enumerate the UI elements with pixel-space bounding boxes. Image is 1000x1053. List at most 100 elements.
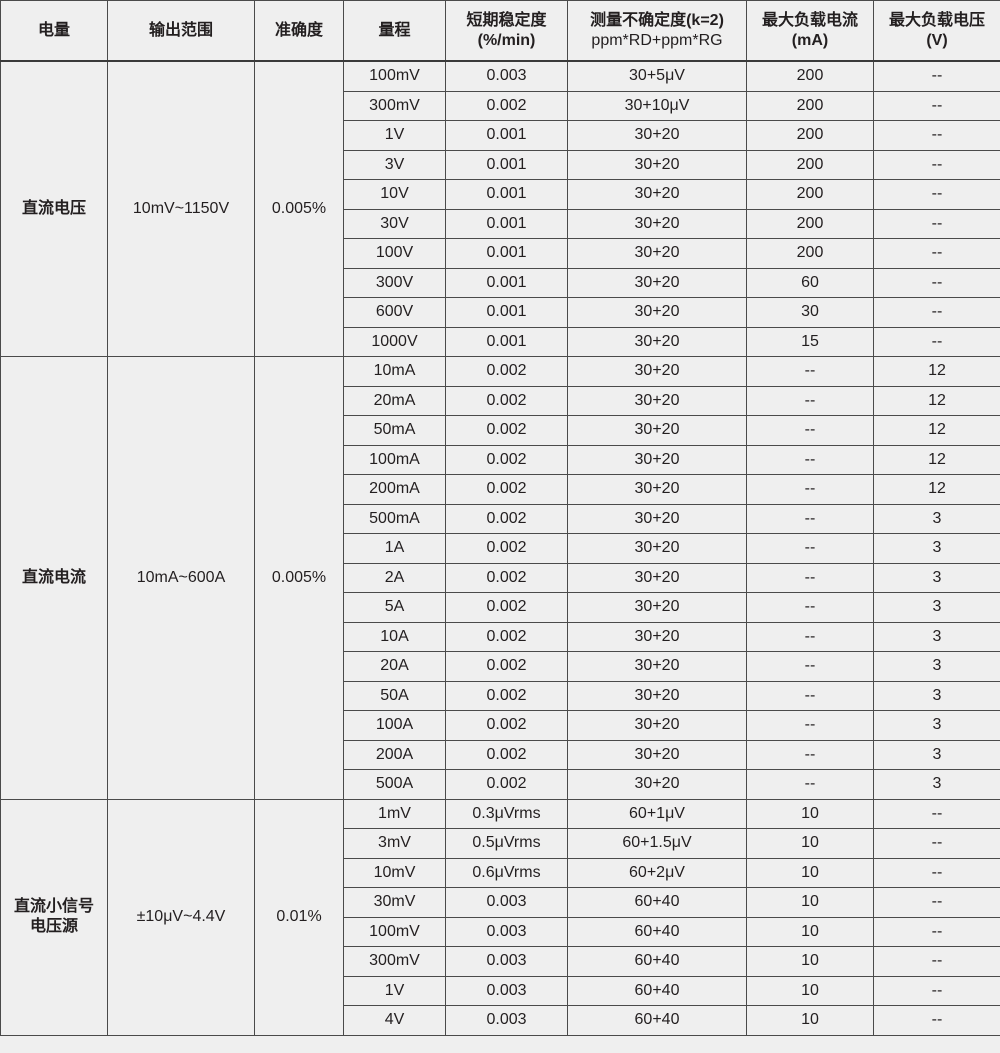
uncertainty-cell: 60+40 <box>567 1005 747 1036</box>
stability-cell: 0.001 <box>445 208 568 239</box>
accuracy-cell: 0.01% <box>254 798 344 1036</box>
range-cell: 3V <box>343 149 446 180</box>
stability-cell: 0.002 <box>445 503 568 534</box>
max-current-cell: 60 <box>746 267 874 298</box>
stability-cell: 0.002 <box>445 385 568 416</box>
quantity-cell: 直流电流 <box>0 356 108 800</box>
stability-cell: 0.003 <box>445 916 568 947</box>
range-cell: 600V <box>343 297 446 328</box>
uncertainty-cell: 30+20 <box>567 533 747 564</box>
range-cell: 10mA <box>343 356 446 387</box>
range-cell: 30V <box>343 208 446 239</box>
table-row: 20A 0.002 30+20 -- 3 <box>1 651 1000 682</box>
max-current-cell: 200 <box>746 60 874 92</box>
max-current-cell: 10 <box>746 946 874 977</box>
range-cell: 1V <box>343 975 446 1006</box>
max-current-cell: -- <box>746 651 874 682</box>
uncertainty-cell: 30+10μV <box>567 90 747 121</box>
max-current-cell: -- <box>746 415 874 446</box>
header-unit: (mA) <box>791 31 829 49</box>
range-cell: 10A <box>343 621 446 652</box>
max-current-cell: 200 <box>746 208 874 239</box>
header-max-current: 最大负载电流 (mA) <box>746 0 874 62</box>
header-stability: 短期稳定度 (%/min) <box>445 0 568 62</box>
max-voltage-cell: -- <box>873 975 1000 1006</box>
uncertainty-cell: 30+20 <box>567 238 747 269</box>
stability-cell: 0.002 <box>445 415 568 446</box>
max-voltage-cell: -- <box>873 946 1000 977</box>
header-label: 准确度 <box>274 21 323 39</box>
range-cell: 4V <box>343 1005 446 1036</box>
table-row: 直流小信号 电压源 ±10μV~4.4V 0.01% 1mV 0.3μVrms 60+1μV… <box>0 798 1000 1036</box>
max-current-cell: 10 <box>746 916 874 947</box>
table-row: 1V 0.001 30+20 200 -- <box>1 120 1000 151</box>
quantity-label: 直流电流 <box>21 568 86 586</box>
header-unit: (%/min) <box>477 31 536 49</box>
stability-cell: 0.001 <box>445 297 568 328</box>
stability-cell: 0.002 <box>445 680 568 711</box>
uncertainty-cell: 60+40 <box>567 887 747 918</box>
max-voltage-cell: -- <box>873 857 1000 888</box>
table-row: 500A 0.002 30+20 -- 3 <box>1 769 1000 800</box>
uncertainty-cell: 60+40 <box>567 916 747 947</box>
stability-cell: 0.001 <box>445 326 568 357</box>
stability-cell: 0.003 <box>445 887 568 918</box>
max-voltage-cell: 3 <box>873 621 1000 652</box>
table-row: 100A 0.002 30+20 -- 3 <box>1 710 1000 741</box>
range-cell: 300mV <box>343 946 446 977</box>
range-cell: 50A <box>343 680 446 711</box>
uncertainty-cell: 30+20 <box>567 444 747 475</box>
max-current-cell: 200 <box>746 149 874 180</box>
max-voltage-cell: 12 <box>873 385 1000 416</box>
max-voltage-cell: -- <box>873 297 1000 328</box>
table-row: 3mV 0.5μVrms 60+1.5μV 10 -- <box>1 828 1000 859</box>
stability-cell: 0.002 <box>445 739 568 770</box>
table-row: 1A 0.002 30+20 -- 3 <box>1 533 1000 564</box>
stability-cell: 0.6μVrms <box>445 857 568 888</box>
stability-cell: 0.002 <box>445 769 568 800</box>
max-current-cell: -- <box>746 503 874 534</box>
max-voltage-cell: -- <box>873 120 1000 151</box>
max-current-cell: -- <box>746 474 874 505</box>
uncertainty-cell: 30+20 <box>567 385 747 416</box>
table-row: 1V 0.003 60+40 10 -- <box>1 975 1000 1006</box>
max-voltage-cell: -- <box>873 887 1000 918</box>
max-voltage-cell: -- <box>873 798 1000 829</box>
header-unit: ppm*RD+ppm*RG <box>591 31 723 49</box>
range-cell: 10V <box>343 179 446 210</box>
stability-cell: 0.002 <box>445 474 568 505</box>
max-voltage-cell: -- <box>873 916 1000 947</box>
max-voltage-cell: 3 <box>873 680 1000 711</box>
range-cell: 1A <box>343 533 446 564</box>
max-voltage-cell: 12 <box>873 444 1000 475</box>
table-row: 200A 0.002 30+20 -- 3 <box>1 739 1000 770</box>
stability-cell: 0.3μVrms <box>445 798 568 829</box>
table-row: 30V 0.001 30+20 200 -- <box>1 208 1000 239</box>
table-row: 10mV 0.6μVrms 60+2μV 10 -- <box>1 857 1000 888</box>
range-cell: 200A <box>343 739 446 770</box>
range-cell: 50mA <box>343 415 446 446</box>
stability-cell: 0.002 <box>445 356 568 387</box>
max-current-cell: -- <box>746 533 874 564</box>
accuracy-cell: 0.005% <box>254 60 344 357</box>
range-cell: 1000V <box>343 326 446 357</box>
range-cell: 200mA <box>343 474 446 505</box>
max-current-cell: 10 <box>746 1005 874 1036</box>
stability-cell: 0.001 <box>445 238 568 269</box>
range-cell: 100A <box>343 710 446 741</box>
max-current-cell: -- <box>746 621 874 652</box>
max-current-cell: 10 <box>746 828 874 859</box>
max-voltage-cell: -- <box>873 179 1000 210</box>
table-row: 5A 0.002 30+20 -- 3 <box>1 592 1000 623</box>
max-voltage-cell: 3 <box>873 592 1000 623</box>
max-current-cell: -- <box>746 739 874 770</box>
range-cell: 2A <box>343 562 446 593</box>
header-output-range: 输出范围 <box>107 0 255 62</box>
stability-cell: 0.002 <box>445 592 568 623</box>
max-current-cell: 200 <box>746 238 874 269</box>
table-row: 200mA 0.002 30+20 -- 12 <box>1 474 1000 505</box>
table-row: 300mV 0.003 60+40 10 -- <box>1 946 1000 977</box>
uncertainty-cell: 60+1μV <box>567 798 747 829</box>
uncertainty-cell: 30+5μV <box>567 60 747 92</box>
uncertainty-cell: 30+20 <box>567 592 747 623</box>
